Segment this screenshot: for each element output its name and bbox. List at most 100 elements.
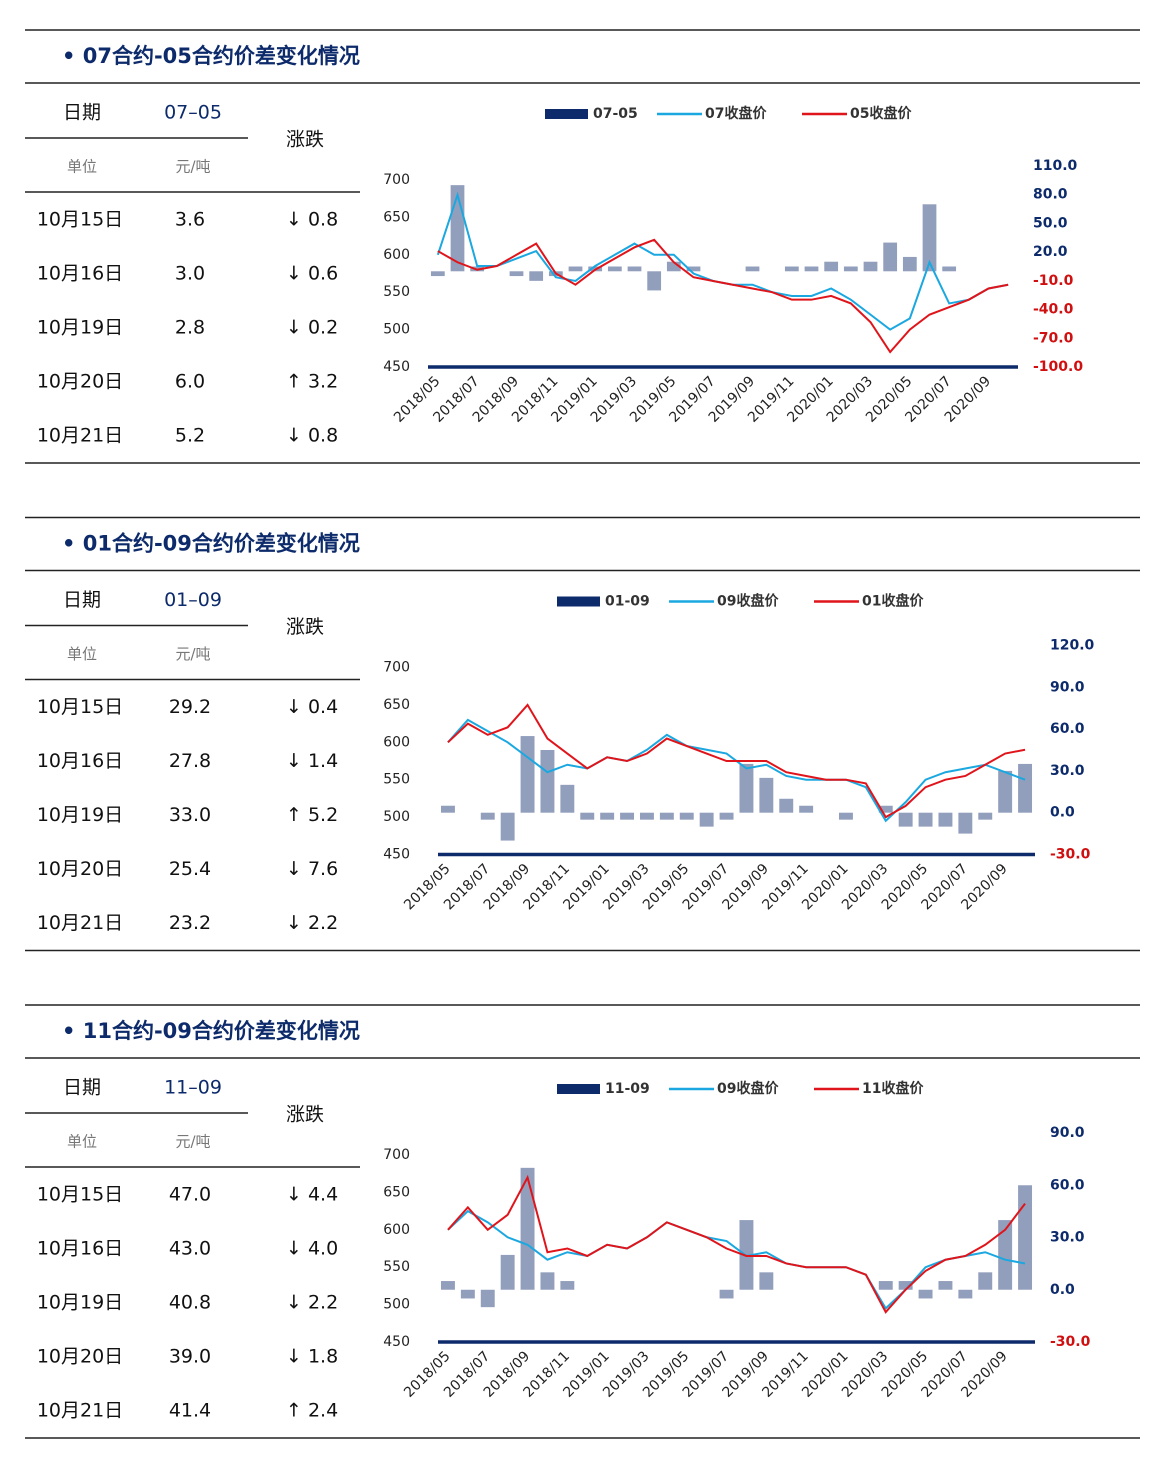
spread-bar — [998, 1220, 1013, 1290]
spread-bar — [560, 1281, 575, 1290]
section-title: • 07合约-05合约价差变化情况 — [62, 44, 360, 68]
legend-label: 09收盘价 — [717, 1080, 779, 1097]
unit-label: 单位 — [67, 645, 97, 663]
y2-tick-label: 30.0 — [1050, 1230, 1085, 1246]
spread-bar — [607, 266, 622, 272]
spread-bar — [719, 812, 734, 820]
date-cell: 10月20日 — [37, 1346, 123, 1368]
change-cell: ↓ 0.2 — [286, 317, 338, 339]
spread-bar — [647, 271, 662, 291]
value-cell: 29.2 — [169, 696, 211, 718]
y-tick-label: 550 — [383, 1259, 410, 1275]
date-cell: 10月16日 — [37, 1238, 123, 1260]
price-line — [447, 1174, 1026, 1314]
spread-bar — [922, 204, 937, 272]
spread-bar — [620, 812, 635, 820]
spread-bar — [540, 1272, 555, 1290]
legend-label: 05收盘价 — [850, 105, 912, 122]
spread-bar — [580, 812, 595, 820]
spread-bar — [500, 812, 515, 841]
spread-bar — [679, 812, 694, 820]
change-header: 涨跌 — [286, 616, 324, 638]
spread-bar — [520, 736, 535, 813]
legend-swatch — [557, 596, 600, 607]
legend-swatch — [545, 109, 588, 119]
legend-label: 01-09 — [605, 594, 650, 610]
change-cell: ↓ 4.0 — [286, 1238, 338, 1260]
y2-tick-label: 50.0 — [1033, 215, 1068, 231]
spread-bar — [529, 271, 544, 281]
change-header: 涨跌 — [286, 129, 324, 151]
legend-label: 11-09 — [605, 1081, 650, 1097]
y2-tick-label: 80.0 — [1033, 187, 1068, 203]
spread-bar — [699, 812, 714, 827]
unit-label: 单位 — [67, 158, 97, 176]
y-tick-label: 500 — [383, 809, 410, 825]
change-cell: ↓ 1.8 — [286, 1346, 338, 1368]
date-cell: 10月20日 — [37, 371, 123, 393]
spread-bar — [824, 261, 839, 272]
date-cell: 10月19日 — [37, 317, 123, 339]
y-tick-label: 700 — [383, 660, 410, 676]
change-cell: ↓ 4.4 — [286, 1184, 338, 1206]
spread-bar — [759, 777, 774, 813]
spread-bar — [686, 266, 701, 272]
y-tick-label: 500 — [383, 322, 410, 338]
spread-bar — [918, 812, 933, 827]
change-cell: ↓ 0.4 — [286, 696, 338, 718]
value-cell: 33.0 — [169, 804, 211, 826]
spread-bar — [883, 242, 898, 272]
value-cell: 6.0 — [175, 371, 205, 393]
change-cell: ↓ 2.2 — [286, 912, 338, 934]
spread-bar — [480, 1289, 495, 1308]
spread-bar — [958, 1289, 973, 1299]
date-cell: 10月21日 — [37, 1400, 123, 1422]
spread-bar — [540, 750, 555, 813]
y2-tick-label: 0.0 — [1050, 805, 1075, 821]
spread-bar — [958, 812, 973, 834]
unit-label: 单位 — [67, 1133, 97, 1151]
spread-bar — [500, 1254, 515, 1290]
unit-value: 元/吨 — [175, 645, 210, 663]
spread-bar — [998, 770, 1013, 813]
spread-bar — [659, 812, 674, 820]
y-tick-label: 600 — [383, 1222, 410, 1238]
value-cell: 43.0 — [169, 1238, 211, 1260]
spread-bar — [666, 261, 681, 272]
spread-bar — [509, 271, 524, 277]
date-cell: 10月16日 — [37, 750, 123, 772]
legend-label: 09收盘价 — [717, 593, 779, 610]
date-cell: 10月21日 — [37, 912, 123, 934]
change-cell: ↓ 0.8 — [286, 425, 338, 447]
spread-bar — [878, 805, 893, 813]
section-title: • 11合约-09合约价差变化情况 — [62, 1019, 360, 1043]
y-tick-label: 500 — [383, 1297, 410, 1313]
spread-bar — [1018, 763, 1033, 813]
y2-tick-label: 60.0 — [1050, 721, 1085, 737]
spread-bar — [1018, 1185, 1033, 1290]
change-cell: ↑ 2.4 — [286, 1400, 338, 1422]
value-cell: 25.4 — [169, 858, 211, 880]
change-cell: ↓ 0.8 — [286, 209, 338, 231]
y-tick-label: 550 — [383, 284, 410, 300]
spread-bar — [739, 763, 754, 813]
y-tick-label: 650 — [383, 697, 410, 713]
spread-bar — [938, 812, 953, 827]
change-cell: ↓ 0.6 — [286, 263, 338, 285]
value-cell: 2.8 — [175, 317, 205, 339]
value-cell: 39.0 — [169, 1346, 211, 1368]
spread-bar — [440, 805, 455, 813]
date-cell: 10月15日 — [37, 1184, 123, 1206]
y2-tick-label: 110.0 — [1033, 158, 1078, 174]
change-cell: ↑ 3.2 — [286, 371, 338, 393]
date-cell: 10月20日 — [37, 858, 123, 880]
spread-bar — [898, 812, 913, 827]
spread-bar — [838, 812, 853, 820]
spread-bar — [804, 266, 819, 272]
y2-tick-label: -30.0 — [1050, 1334, 1091, 1350]
y-tick-label: 700 — [383, 1147, 410, 1163]
legend-label: 07-05 — [593, 106, 638, 122]
value-cell: 47.0 — [169, 1184, 211, 1206]
y-tick-label: 700 — [383, 172, 410, 188]
